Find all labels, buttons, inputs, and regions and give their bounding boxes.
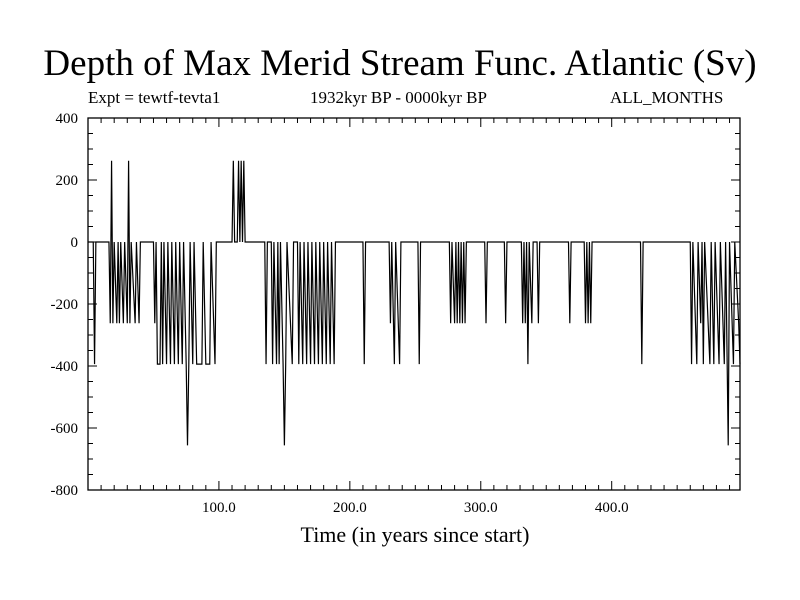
period-label: 1932kyr BP - 0000kyr BP bbox=[310, 88, 487, 107]
y-tick-label: -400 bbox=[51, 359, 79, 375]
experiment-label: Expt = tewtf-tevta1 bbox=[88, 88, 221, 107]
chart-title: Depth of Max Merid Stream Func. Atlantic… bbox=[43, 43, 757, 84]
x-tick-label: 100.0 bbox=[202, 500, 236, 516]
x-tick-label: 200.0 bbox=[333, 500, 367, 516]
y-tick-label: 400 bbox=[56, 111, 79, 127]
y-tick-label: 200 bbox=[56, 173, 79, 189]
x-tick-label: 300.0 bbox=[464, 500, 498, 516]
y-tick-label: -200 bbox=[51, 297, 79, 313]
x-tick-label: 400.0 bbox=[595, 500, 629, 516]
y-tick-label: -800 bbox=[51, 483, 79, 499]
x-axis-label: Time (in years since start) bbox=[300, 522, 530, 547]
plot-frame bbox=[87, 117, 741, 491]
series-line bbox=[88, 160, 741, 446]
y-tick-label: -600 bbox=[51, 421, 79, 437]
y-tick-label: 0 bbox=[71, 235, 79, 251]
months-label: ALL_MONTHS bbox=[610, 88, 724, 107]
tick-layer: 400 200 0 -200 -400 -600 -800 100.0 200.0 300.0 40… bbox=[51, 111, 740, 516]
